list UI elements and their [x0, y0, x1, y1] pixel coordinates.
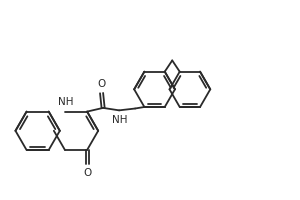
Text: O: O: [83, 168, 91, 178]
Text: NH: NH: [112, 115, 128, 125]
Text: NH: NH: [58, 97, 73, 107]
Text: O: O: [98, 79, 106, 89]
